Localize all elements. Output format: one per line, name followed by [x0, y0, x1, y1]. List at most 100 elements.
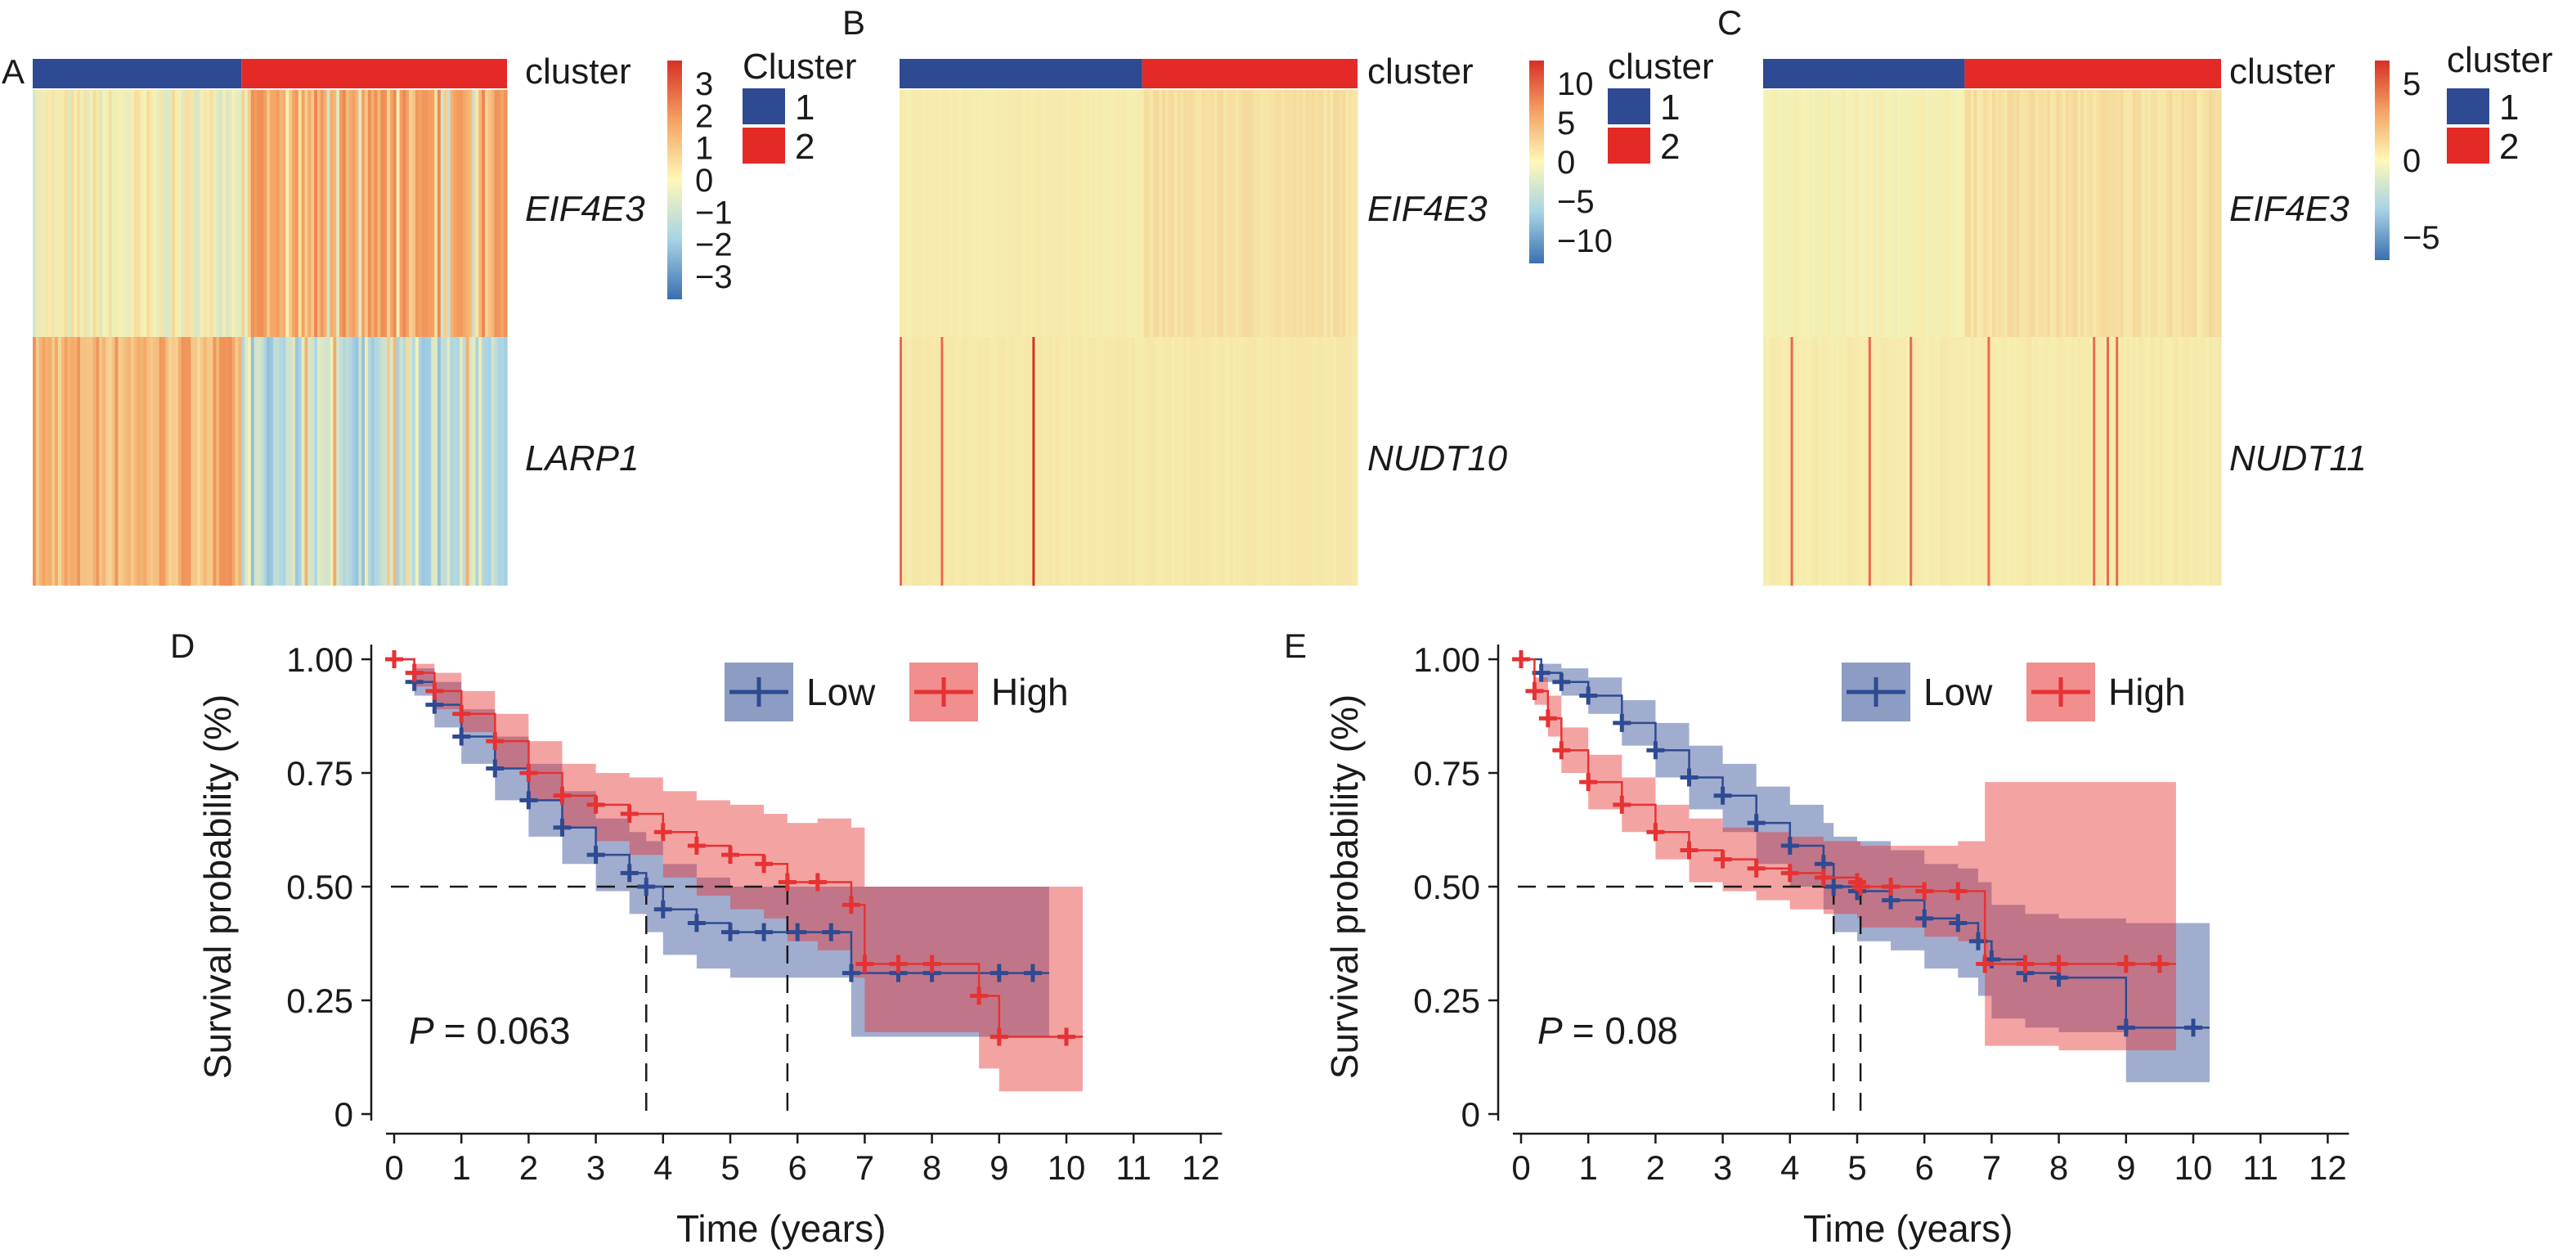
censor-mark — [1646, 741, 1665, 760]
heatmap-cell — [1244, 337, 1249, 586]
heatmap-cell — [443, 90, 448, 337]
colorbar-tick-label: 5 — [1557, 106, 1575, 142]
y-tick-label: 0.25 — [1413, 982, 1480, 1020]
heatmap-cell — [377, 90, 381, 337]
heatmap-cell — [1092, 90, 1096, 337]
censor-mark — [687, 836, 706, 855]
heatmap-cell — [33, 90, 37, 337]
heatmap-cell — [1961, 90, 1965, 337]
heatmap-cell — [298, 90, 303, 337]
heatmap-cell — [1275, 337, 1279, 586]
colorbar-tick-label: −5 — [2403, 220, 2440, 256]
survival-curve-low — [394, 658, 1049, 974]
heatmap-cell — [35, 337, 40, 586]
heatmap-cell — [317, 337, 321, 586]
heatmap-cell — [257, 337, 261, 586]
heatmap-cell — [1952, 90, 1956, 337]
heatmap-cell — [1046, 90, 1050, 337]
heatmap-cell — [2135, 90, 2139, 337]
heatmap-cell — [1263, 90, 1267, 337]
heatmap-cell — [1268, 90, 1273, 337]
colorbar-c: 5 0 −5 — [2375, 61, 2440, 260]
heatmap-cell — [2053, 90, 2057, 337]
heatmap-cell — [1030, 90, 1034, 337]
heatmap-cell — [991, 90, 995, 337]
heatmap-cell — [453, 337, 457, 586]
heatmap-cell — [1070, 337, 1075, 586]
heatmap-cell — [389, 337, 394, 586]
heatmap-cell — [1799, 337, 1804, 586]
heatmap-cell — [2010, 337, 2014, 586]
heatmap-cell — [1915, 90, 1919, 337]
heatmap-cell — [61, 337, 65, 586]
heatmap-cell — [2001, 90, 2005, 337]
heatmap-cell — [1888, 337, 1892, 586]
heatmap-cell — [1196, 90, 1200, 337]
heatmap-cell — [260, 90, 264, 337]
heatmap-cell — [238, 337, 242, 586]
heatmap-cell — [1836, 90, 1840, 337]
heatmap-cell — [1122, 90, 1126, 337]
heatmap-cell — [1931, 90, 1935, 337]
heatmap-cell — [424, 90, 429, 337]
x-tick-label: 1 — [1579, 1148, 1598, 1187]
heatmap-cell — [1811, 337, 1816, 586]
heatmap-cell — [994, 337, 999, 586]
heatmap-cell — [1229, 337, 1233, 586]
heatmap-cell — [914, 90, 918, 337]
heatmap-cell — [2028, 337, 2033, 586]
heatmap-cell — [1936, 90, 1941, 337]
heatmap-cell — [304, 337, 308, 586]
heatmap-cell — [1129, 337, 1133, 586]
colorbar-tick-label: 2 — [695, 98, 713, 134]
censor-mark — [1949, 914, 1968, 932]
x-tick-label: 1 — [452, 1148, 471, 1187]
heatmap-cell — [257, 90, 261, 337]
heatmap-cell — [352, 90, 356, 337]
censor-mark — [1023, 964, 1042, 982]
heatmap-cell — [1046, 337, 1050, 586]
heatmap-cell — [99, 337, 103, 586]
heatmap-cell — [1171, 90, 1175, 337]
heatmap-cell — [1869, 337, 1874, 586]
heatmap-cell — [1995, 90, 1999, 337]
legend-b-title: cluster — [1608, 47, 1714, 87]
heatmap-cell — [1326, 90, 1331, 337]
heatmap-cell — [2074, 337, 2079, 586]
heatmap-cell — [424, 337, 429, 586]
heatmap-cell — [67, 337, 71, 586]
heatmap-cell — [1171, 337, 1175, 586]
heatmap-cell — [1256, 337, 1261, 586]
heatmap-cell — [45, 90, 49, 337]
heatmap-cell — [465, 337, 470, 586]
heatmap-cell — [1995, 337, 1999, 586]
heatmap-cell — [235, 337, 239, 586]
heatmap-cell — [1772, 337, 1776, 586]
heatmap-cell — [1076, 90, 1080, 337]
heatmap-cell — [1787, 337, 1792, 586]
heatmap-cell — [2165, 337, 2170, 586]
heatmap-cell — [247, 90, 252, 337]
censor-mark — [620, 864, 639, 883]
heatmap-cell — [272, 337, 277, 586]
heatmap-cell — [238, 90, 242, 337]
heatmap-cell — [2111, 337, 2115, 586]
heatmap-cell — [936, 337, 940, 586]
y-tick-label: 0.75 — [1413, 754, 1480, 793]
heatmap-cell — [77, 337, 81, 586]
censor-mark — [486, 732, 505, 751]
heatmap-cell — [1848, 90, 1852, 337]
heatmap-cell — [1147, 90, 1151, 337]
heatmap-cell — [2206, 337, 2210, 586]
heatmap-outlier-line — [2116, 337, 2119, 586]
heatmap-cell — [1266, 90, 1270, 337]
heatmap-cell — [1839, 337, 1843, 586]
heatmap-cell — [330, 90, 334, 337]
heatmap-cell — [2105, 90, 2109, 337]
heatmap-cell — [184, 337, 189, 586]
censor-mark — [841, 896, 860, 914]
heatmap-cell — [428, 90, 432, 337]
heatmap-cell — [2193, 337, 2197, 586]
censor-mark — [2116, 955, 2135, 973]
heatmap-cell — [1906, 90, 1910, 337]
